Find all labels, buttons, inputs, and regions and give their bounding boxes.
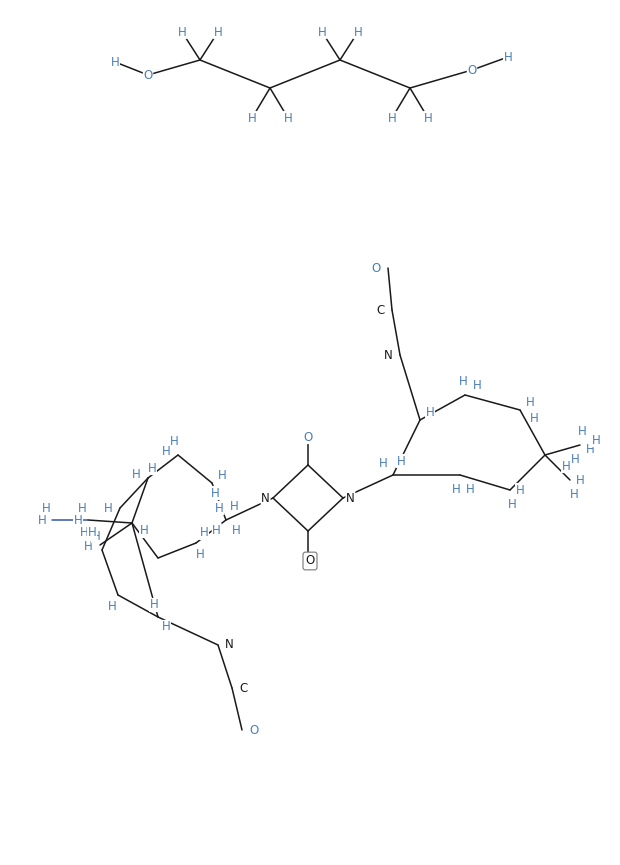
Text: H: H bbox=[397, 454, 405, 467]
Text: H: H bbox=[215, 502, 224, 515]
Text: H: H bbox=[140, 524, 148, 537]
Text: H: H bbox=[317, 25, 326, 39]
Text: N: N bbox=[261, 491, 270, 504]
Text: H: H bbox=[131, 467, 140, 480]
Text: H: H bbox=[214, 25, 223, 39]
Text: H: H bbox=[78, 502, 86, 515]
Text: O: O bbox=[143, 68, 153, 81]
Text: O: O bbox=[372, 261, 381, 274]
Text: H: H bbox=[591, 433, 600, 446]
Text: H: H bbox=[578, 425, 587, 438]
Text: H: H bbox=[229, 499, 238, 512]
Text: H: H bbox=[516, 484, 525, 497]
Text: H: H bbox=[459, 375, 467, 388]
Text: N: N bbox=[384, 349, 393, 362]
Text: H: H bbox=[212, 523, 221, 536]
Text: H: H bbox=[218, 469, 226, 482]
Text: H: H bbox=[149, 599, 158, 612]
Text: O: O bbox=[467, 63, 477, 76]
Text: H: H bbox=[74, 514, 82, 527]
Text: H: H bbox=[148, 462, 156, 475]
Text: H: H bbox=[108, 600, 117, 613]
Text: H: H bbox=[570, 452, 579, 465]
Text: N: N bbox=[225, 638, 234, 651]
Text: C: C bbox=[239, 682, 247, 695]
Text: H: H bbox=[353, 25, 362, 39]
Text: H: H bbox=[247, 112, 257, 125]
Text: H: H bbox=[451, 483, 461, 496]
Text: H: H bbox=[42, 502, 50, 515]
Text: O: O bbox=[303, 431, 312, 444]
Text: H: H bbox=[570, 488, 578, 501]
Text: H: H bbox=[162, 620, 170, 633]
Text: H: H bbox=[388, 112, 396, 125]
Text: H: H bbox=[177, 25, 187, 39]
Text: H: H bbox=[79, 526, 89, 539]
Text: H: H bbox=[283, 112, 293, 125]
Text: H: H bbox=[232, 523, 241, 536]
Text: O: O bbox=[306, 554, 314, 567]
Text: H: H bbox=[379, 457, 388, 470]
Text: H: H bbox=[170, 434, 179, 447]
Text: H: H bbox=[423, 112, 432, 125]
Text: H: H bbox=[529, 412, 538, 425]
Text: N: N bbox=[346, 491, 355, 504]
Text: H: H bbox=[211, 486, 219, 499]
Text: H: H bbox=[472, 379, 481, 392]
Text: H: H bbox=[200, 527, 208, 540]
Text: H: H bbox=[162, 445, 170, 458]
Text: H: H bbox=[466, 483, 474, 496]
Text: H: H bbox=[92, 529, 100, 542]
Text: H: H bbox=[104, 502, 112, 515]
Text: H: H bbox=[586, 443, 595, 456]
Text: O: O bbox=[249, 723, 259, 736]
Text: H: H bbox=[526, 395, 534, 408]
Text: H: H bbox=[38, 514, 46, 527]
Text: H: H bbox=[562, 459, 570, 472]
Text: H: H bbox=[425, 406, 435, 419]
Text: C: C bbox=[377, 304, 385, 317]
Text: H: H bbox=[110, 55, 120, 68]
Text: H: H bbox=[196, 548, 205, 561]
Text: H: H bbox=[87, 527, 96, 540]
Text: H: H bbox=[84, 540, 92, 553]
Text: H: H bbox=[503, 50, 512, 63]
Text: H: H bbox=[508, 497, 516, 510]
Text: H: H bbox=[575, 473, 585, 486]
